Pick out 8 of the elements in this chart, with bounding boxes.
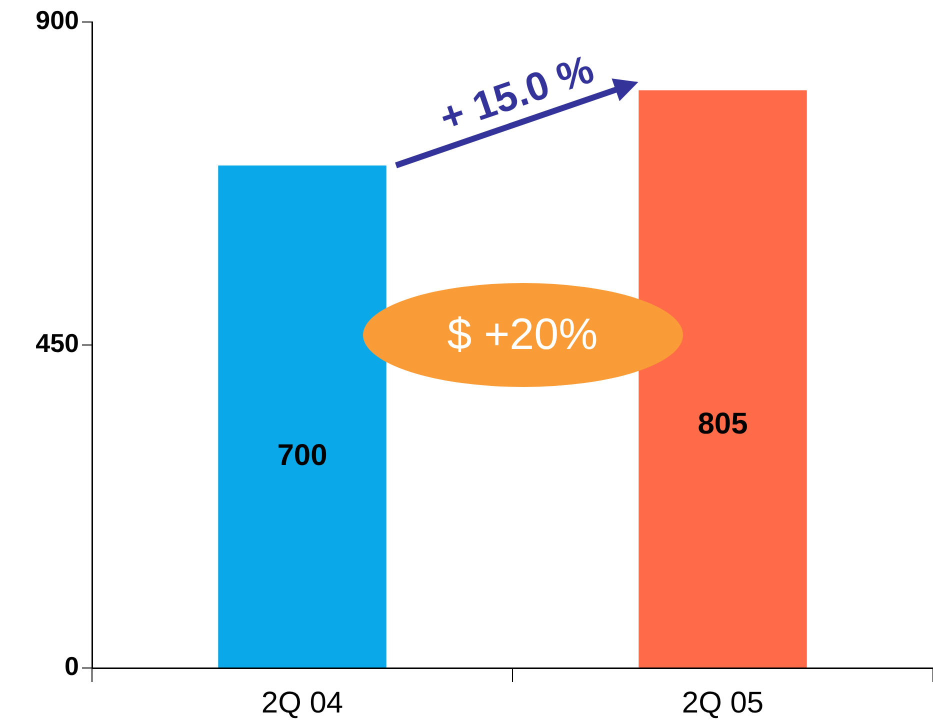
x-tick-label: 2Q 05 — [682, 686, 764, 720]
y-tick-label: 900 — [36, 5, 79, 36]
y-tick-label: 450 — [36, 328, 79, 358]
x-tick-label: 2Q 04 — [261, 686, 344, 720]
data-label: 700 — [277, 438, 328, 472]
data-label: 805 — [698, 407, 748, 440]
annotation: + 15.0 % — [434, 47, 600, 141]
y-tick-label: 0 — [64, 651, 79, 682]
